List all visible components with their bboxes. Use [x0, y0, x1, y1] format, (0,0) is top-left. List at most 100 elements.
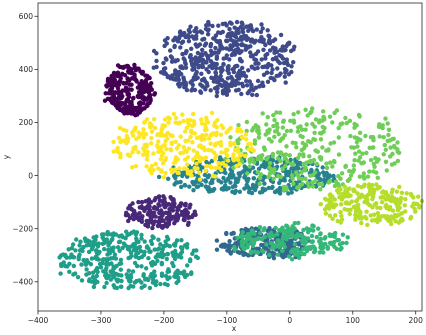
data-point-cluster-7 [318, 137, 324, 142]
data-point-cluster-7 [324, 165, 330, 171]
data-point-cluster-4 [218, 155, 223, 160]
data-point-cluster-5 [95, 279, 100, 285]
data-point-cluster-5 [185, 242, 190, 247]
data-point-cluster-8 [367, 203, 373, 208]
data-point-cluster-2 [248, 23, 253, 28]
data-point-cluster-5 [174, 280, 179, 285]
data-point-cluster-2 [271, 38, 276, 44]
data-point-cluster-0 [148, 96, 153, 102]
data-point-cluster-9 [206, 136, 212, 141]
data-point-cluster-2 [198, 90, 204, 95]
data-point-cluster-8 [342, 184, 347, 189]
data-point-cluster-2 [175, 58, 180, 63]
data-point-cluster-3 [222, 244, 227, 249]
data-point-cluster-2 [179, 64, 184, 69]
data-point-cluster-2 [283, 80, 288, 85]
data-point-cluster-2 [203, 87, 208, 92]
data-point-cluster-2 [173, 77, 179, 82]
data-point-cluster-7 [382, 142, 387, 148]
data-point-cluster-0 [134, 66, 139, 71]
data-point-cluster-5 [173, 248, 178, 254]
data-point-cluster-9 [189, 169, 194, 174]
data-point-cluster-7 [315, 149, 320, 154]
data-point-cluster-7 [361, 171, 366, 176]
data-point-cluster-2 [190, 82, 195, 88]
data-point-cluster-7 [348, 173, 354, 178]
data-point-cluster-4 [263, 187, 268, 192]
data-point-cluster-2 [220, 46, 226, 51]
data-point-cluster-4 [202, 172, 208, 178]
data-point-cluster-7 [321, 114, 326, 120]
data-point-cluster-9 [190, 123, 195, 129]
data-point-cluster-5 [84, 243, 90, 248]
data-point-cluster-9 [235, 146, 241, 151]
data-point-cluster-9 [161, 175, 167, 180]
data-point-cluster-9 [118, 155, 123, 160]
data-point-cluster-1 [193, 212, 198, 217]
data-point-cluster-5 [135, 263, 140, 269]
data-point-cluster-7 [360, 151, 365, 156]
data-point-cluster-2 [232, 52, 237, 57]
data-point-cluster-9 [204, 115, 209, 121]
data-point-cluster-1 [160, 211, 166, 216]
data-point-cluster-9 [148, 125, 153, 130]
y-tick-label: 0 [28, 171, 33, 180]
data-point-cluster-6 [270, 242, 276, 247]
data-point-cluster-7 [317, 130, 323, 136]
data-point-cluster-7 [299, 176, 305, 182]
data-point-cluster-6 [304, 248, 310, 254]
data-point-cluster-4 [206, 189, 212, 194]
data-point-cluster-4 [289, 190, 294, 195]
data-point-cluster-4 [203, 178, 208, 183]
data-point-cluster-4 [274, 159, 280, 165]
data-point-cluster-7 [347, 176, 352, 182]
data-point-cluster-6 [295, 246, 300, 252]
data-point-cluster-6 [309, 233, 315, 239]
data-point-cluster-2 [256, 61, 261, 66]
data-point-cluster-7 [336, 182, 341, 187]
data-point-cluster-6 [323, 241, 328, 247]
data-point-cluster-7 [350, 168, 356, 174]
data-point-cluster-2 [200, 47, 205, 53]
data-point-cluster-9 [190, 130, 195, 135]
data-point-cluster-2 [270, 67, 275, 72]
data-point-cluster-0 [127, 77, 132, 82]
data-point-cluster-9 [244, 137, 249, 142]
data-point-cluster-6 [262, 226, 267, 231]
data-point-cluster-7 [336, 125, 341, 131]
data-point-cluster-5 [159, 262, 164, 267]
data-point-cluster-7 [285, 159, 290, 164]
x-tick-label: −200 [154, 316, 175, 325]
data-point-cluster-7 [313, 117, 319, 122]
data-point-cluster-0 [112, 90, 118, 95]
data-point-cluster-9 [185, 162, 190, 167]
data-point-cluster-4 [199, 182, 204, 187]
data-point-cluster-5 [101, 237, 106, 242]
data-point-cluster-2 [255, 78, 261, 84]
data-point-cluster-5 [67, 269, 72, 274]
data-point-cluster-9 [161, 151, 166, 156]
data-point-cluster-8 [368, 213, 373, 218]
data-point-cluster-9 [168, 147, 173, 152]
data-point-cluster-2 [251, 87, 256, 93]
data-point-cluster-4 [293, 158, 298, 164]
data-point-cluster-7 [304, 160, 309, 165]
data-point-cluster-8 [339, 213, 344, 219]
data-point-cluster-7 [356, 136, 361, 142]
data-point-cluster-1 [148, 214, 153, 219]
data-point-cluster-9 [236, 149, 241, 154]
data-point-cluster-6 [318, 232, 323, 237]
data-point-cluster-9 [162, 117, 168, 122]
data-point-cluster-2 [243, 74, 248, 79]
data-point-cluster-7 [391, 136, 396, 141]
data-point-cluster-9 [213, 165, 218, 171]
data-point-cluster-9 [148, 141, 154, 146]
data-point-cluster-6 [316, 226, 321, 231]
data-point-cluster-8 [343, 200, 348, 206]
data-point-cluster-7 [328, 141, 333, 146]
data-point-cluster-7 [390, 151, 395, 157]
data-point-cluster-2 [194, 26, 199, 31]
data-point-cluster-5 [104, 237, 110, 242]
data-point-cluster-8 [354, 198, 360, 203]
data-point-cluster-0 [127, 87, 132, 92]
